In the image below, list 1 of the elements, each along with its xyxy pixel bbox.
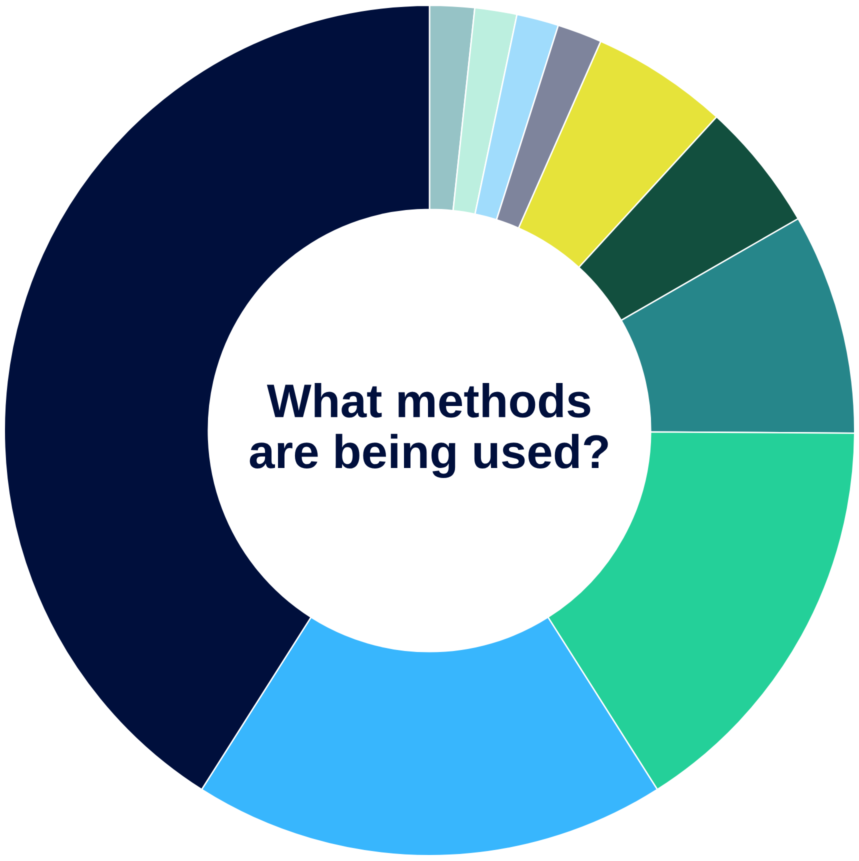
text: What methods are being used?	[250, 382, 608, 478]
